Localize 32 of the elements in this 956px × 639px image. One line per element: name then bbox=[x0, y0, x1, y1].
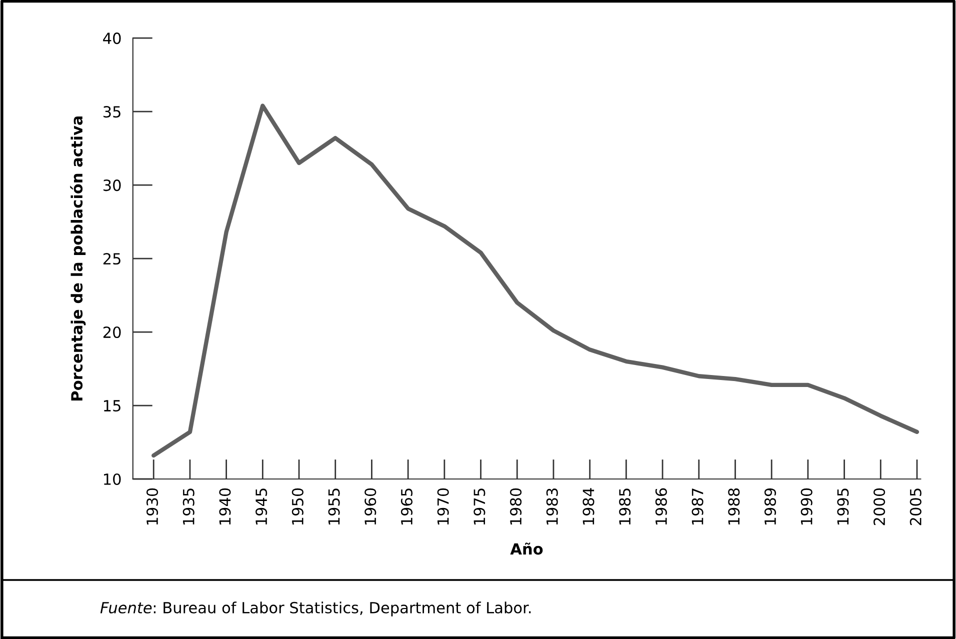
x-tick-label: 1983 bbox=[546, 488, 558, 525]
x-tick-label: 1987 bbox=[692, 488, 704, 525]
x-tick-label: 1940 bbox=[219, 488, 231, 525]
x-tick-label: 1965 bbox=[400, 488, 412, 525]
x-tick-label: 1930 bbox=[146, 488, 158, 525]
x-tick-label: 1980 bbox=[510, 488, 522, 525]
x-tick-label: 1984 bbox=[582, 488, 594, 525]
y-tick-label: 15 bbox=[104, 400, 120, 412]
y-tick-label: 40 bbox=[103, 32, 121, 44]
x-tick-label: 1988 bbox=[728, 488, 740, 525]
x-tick-label: 1985 bbox=[619, 488, 631, 525]
y-tick-label: 10 bbox=[104, 473, 121, 486]
y-tick-label: 30 bbox=[103, 180, 121, 192]
x-tick-label: 1986 bbox=[655, 488, 667, 525]
x-tick-label: 2000 bbox=[874, 488, 886, 526]
x-tick-label: 1990 bbox=[800, 488, 812, 525]
x-tick-label: 1989 bbox=[764, 488, 776, 525]
x-tick-label: 1995 bbox=[837, 488, 849, 525]
y-tick-label: 20 bbox=[103, 326, 121, 338]
y-axis-title: Porcentaje de la población activa bbox=[70, 116, 86, 400]
x-tick-label: 1970 bbox=[437, 488, 449, 525]
source-note: Fuente: Bureau of Labor Statistics, Department of Labor. bbox=[100, 602, 531, 616]
x-tick-label: 1960 bbox=[364, 488, 376, 525]
x-tick-label: 1945 bbox=[256, 488, 268, 525]
y-tick-label: 35 bbox=[103, 106, 120, 118]
x-tick-label: 1975 bbox=[474, 488, 486, 525]
x-tick-label: 1950 bbox=[292, 488, 304, 525]
x-tick-label: 1935 bbox=[182, 488, 194, 525]
x-tick-label: 2005 bbox=[910, 488, 922, 526]
y-tick-label: 25 bbox=[103, 253, 120, 265]
x-axis-title: Año bbox=[510, 542, 543, 555]
x-tick-label: 1955 bbox=[328, 488, 340, 525]
